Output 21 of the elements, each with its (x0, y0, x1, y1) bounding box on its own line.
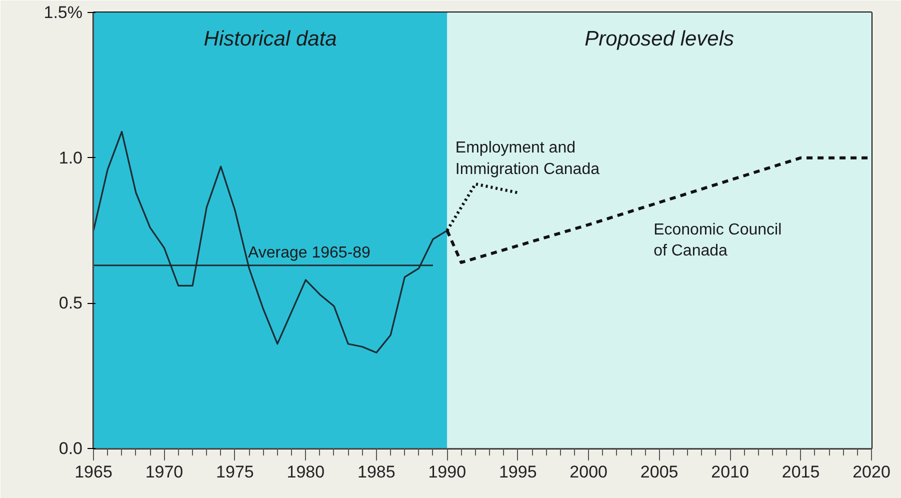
x-tick-label: 2005 (640, 462, 678, 482)
x-tick-label: 1985 (358, 462, 396, 482)
band-label: Proposed levels (584, 28, 735, 50)
series-label: Economic Council of Canada (654, 221, 782, 260)
x-tick-label: 2020 (852, 462, 890, 482)
series-label: Average 1965-89 (248, 244, 371, 262)
x-tick-label: 2010 (711, 462, 749, 482)
y-tick-label: 1.5% (44, 3, 82, 22)
x-tick-label: 2000 (570, 462, 608, 482)
band-label: Historical data (204, 28, 337, 50)
x-tick-label: 2015 (782, 462, 820, 482)
x-tick-label: 1980 (286, 462, 325, 482)
x-tick-label: 1970 (145, 462, 184, 482)
x-tick-label: 1990 (428, 462, 466, 482)
y-tick-label: 0.5 (58, 294, 83, 313)
x-tick-label: 1975 (216, 462, 254, 482)
x-tick-label: 1995 (498, 462, 537, 482)
y-tick-label: 0.0 (58, 439, 83, 458)
y-tick-label: 1.0 (58, 148, 83, 168)
x-tick-label: 1965 (74, 462, 112, 482)
series-label: Employment and Immigration Canada (455, 140, 600, 178)
